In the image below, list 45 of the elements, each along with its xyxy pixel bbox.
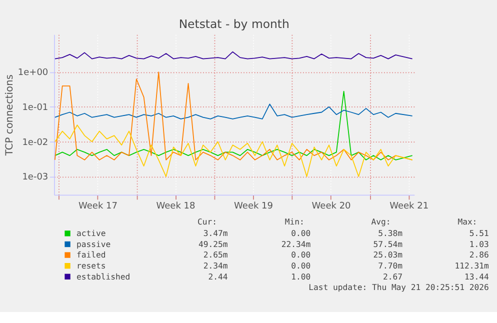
text: 0.00 xyxy=(291,228,311,238)
text: Min: xyxy=(284,216,304,226)
line-series xyxy=(54,51,413,60)
legend-label: failed xyxy=(76,250,106,260)
legend-label: passive xyxy=(76,238,111,249)
line-series xyxy=(54,90,413,160)
text: 2.86 xyxy=(469,250,490,260)
legend-label: active xyxy=(76,228,106,238)
text: 49.25m xyxy=(198,238,228,249)
line-series xyxy=(54,124,413,177)
text: 7.70m xyxy=(378,260,403,271)
x-tick-label: Week 21 xyxy=(390,202,429,212)
text: Cur: xyxy=(197,216,217,226)
text: 1.00 xyxy=(291,271,311,282)
line-series xyxy=(54,104,413,120)
x-tick-label: Week 18 xyxy=(156,202,196,212)
y-tick-label: 1e-01 xyxy=(22,103,48,114)
text: 112.31m xyxy=(454,260,490,271)
text: 57.54m xyxy=(373,238,403,249)
text: 1.03 xyxy=(469,238,490,249)
text: 13.44 xyxy=(464,271,490,282)
legend-label: established xyxy=(76,271,130,282)
y-axis-title: TCP connections xyxy=(4,74,16,157)
legend-label: resets xyxy=(76,260,106,271)
text: Avg: xyxy=(371,216,391,226)
text: 0.00 xyxy=(291,250,311,260)
text: 2.44 xyxy=(208,271,228,282)
text: 22.34m xyxy=(281,238,311,249)
text: 25.03m xyxy=(373,250,403,260)
text: 5.51 xyxy=(469,228,490,238)
y-tick-label: 1e-02 xyxy=(22,138,48,148)
x-tick-label: Week 17 xyxy=(78,202,118,212)
x-tick-label: Week 20 xyxy=(312,202,352,212)
y-tick-label: 1e-03 xyxy=(22,172,48,183)
text: 3.47m xyxy=(203,228,228,238)
text: Last update: Thu May 21 20:25:51 2026 xyxy=(308,282,490,292)
text: 2.65m xyxy=(203,250,228,260)
text: 2.67 xyxy=(382,271,403,282)
text: 2.34m xyxy=(203,260,228,271)
x-tick-label: Week 19 xyxy=(234,202,274,212)
y-tick-label: 1e+00 xyxy=(18,68,48,78)
text: 0.00 xyxy=(291,260,311,271)
chart-title: Netstat - by month xyxy=(178,17,290,32)
text: Max: xyxy=(458,216,478,226)
text: 5.38m xyxy=(378,228,403,238)
